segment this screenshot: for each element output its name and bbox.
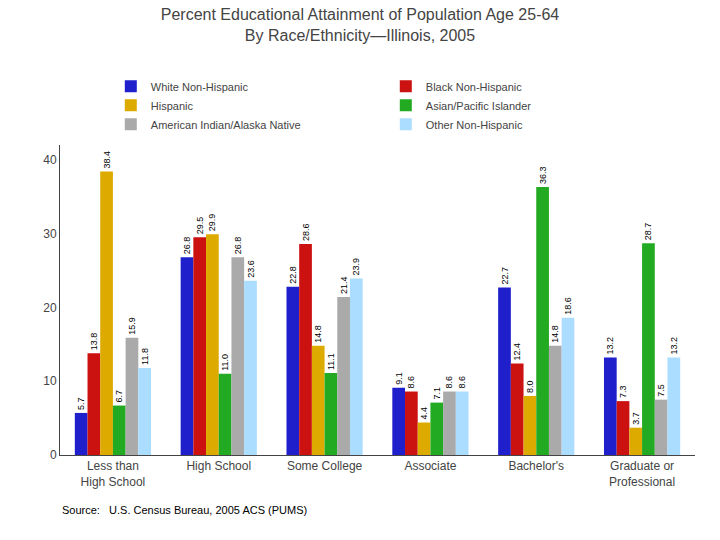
svg-text:40: 40 [43, 153, 57, 167]
svg-text:Hispanic: Hispanic [151, 100, 194, 112]
svg-text:7.5: 7.5 [656, 384, 666, 397]
svg-text:8.6: 8.6 [406, 376, 416, 389]
svg-text:Black Non-Hispanic: Black Non-Hispanic [426, 81, 522, 93]
svg-text:30: 30 [43, 227, 57, 241]
svg-text:26.8: 26.8 [182, 237, 192, 255]
svg-text:Associate: Associate [404, 459, 456, 473]
svg-text:23.6: 23.6 [246, 260, 256, 278]
svg-text:6.7: 6.7 [114, 390, 124, 403]
svg-text:11.8: 11.8 [140, 348, 150, 365]
svg-text:Graduate orProfessional: Graduate orProfessional [609, 459, 675, 489]
svg-text:4.4: 4.4 [419, 407, 429, 420]
svg-text:28.7: 28.7 [643, 223, 653, 241]
svg-text:22.7: 22.7 [500, 267, 510, 285]
svg-text:Some College: Some College [287, 459, 363, 473]
svg-text:38.4: 38.4 [102, 151, 112, 169]
svg-text:Percent Educational Attainment: Percent Educational Attainment of Popula… [161, 6, 560, 44]
svg-text:29.5: 29.5 [195, 217, 205, 235]
svg-text:0: 0 [50, 448, 57, 462]
svg-text:15.9: 15.9 [127, 317, 137, 335]
svg-text:21.4: 21.4 [339, 277, 349, 295]
svg-text:20: 20 [43, 301, 57, 315]
svg-text:5.7: 5.7 [76, 397, 86, 410]
svg-text:36.3: 36.3 [538, 167, 548, 185]
svg-text:8.6: 8.6 [457, 376, 467, 389]
svg-text:High School: High School [186, 459, 251, 473]
svg-text:26.8: 26.8 [233, 237, 243, 255]
svg-text:11.0: 11.0 [220, 354, 230, 371]
svg-text:22.8: 22.8 [288, 266, 298, 284]
svg-text:7.1: 7.1 [432, 387, 442, 400]
svg-text:18.6: 18.6 [563, 297, 573, 315]
svg-text:Bachelor's: Bachelor's [508, 459, 564, 473]
svg-text:White Non-Hispanic: White Non-Hispanic [151, 81, 249, 93]
svg-text:3.7: 3.7 [631, 412, 641, 425]
svg-text:American Indian/Alaska Native: American Indian/Alaska Native [151, 119, 301, 131]
svg-text:9.1: 9.1 [394, 372, 404, 385]
svg-text:10: 10 [43, 374, 57, 388]
svg-text:8.0: 8.0 [525, 380, 535, 393]
svg-text:7.3: 7.3 [618, 386, 628, 399]
svg-text:29.9: 29.9 [207, 214, 217, 232]
svg-text:28.6: 28.6 [301, 223, 311, 241]
svg-text:13.2: 13.2 [669, 337, 679, 355]
svg-text:Asian/Pacific Islander: Asian/Pacific Islander [426, 100, 531, 112]
svg-text:Less thanHigh School: Less thanHigh School [81, 459, 146, 489]
svg-text:Other Non-Hispanic: Other Non-Hispanic [426, 119, 523, 131]
svg-text:23.9: 23.9 [351, 258, 361, 276]
svg-text:11.1: 11.1 [326, 353, 336, 370]
svg-text:14.8: 14.8 [313, 325, 323, 343]
svg-text:8.6: 8.6 [444, 376, 454, 389]
svg-text:13.2: 13.2 [605, 337, 615, 355]
svg-text:12.4: 12.4 [512, 343, 522, 361]
svg-text:Source: U.S. Census Bureau,: Source: U.S. Census Bureau, 2005 ACS (PU… [62, 504, 307, 516]
svg-text:13.8: 13.8 [89, 333, 99, 351]
svg-text:14.8: 14.8 [550, 325, 560, 343]
